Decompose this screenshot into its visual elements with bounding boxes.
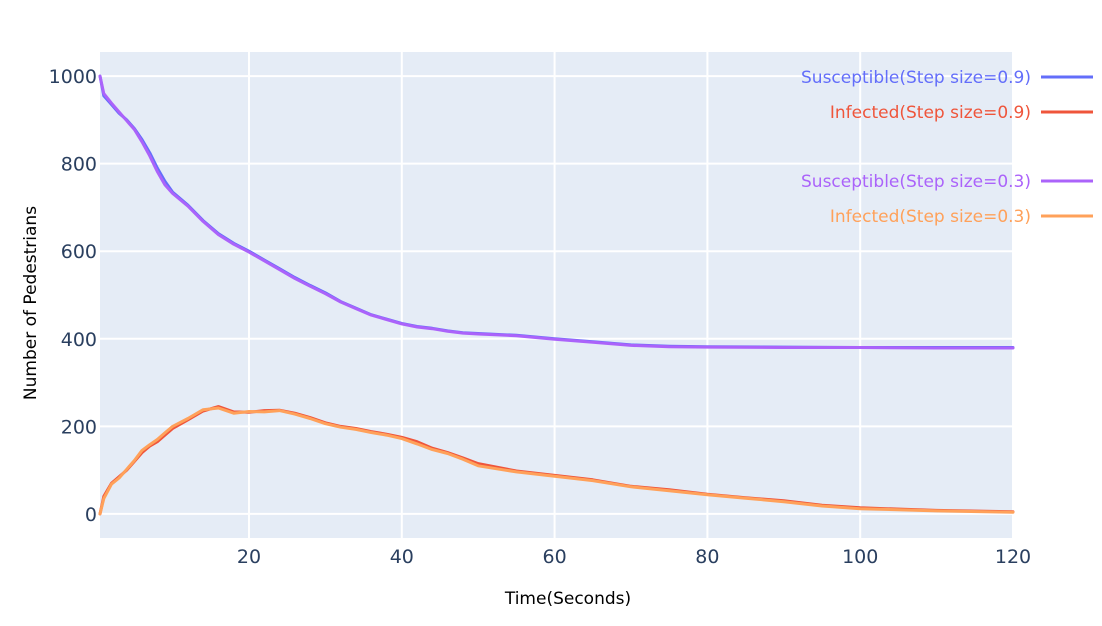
series-line-3 bbox=[98, 74, 1015, 350]
legend-item-4[interactable]: Infected(Step size=0.3) bbox=[830, 207, 1093, 227]
legend[interactable]: Susceptible(Step size=0.9) Infected(Step … bbox=[801, 68, 1093, 227]
y-tick-label: 600 bbox=[61, 241, 97, 263]
y-tick-label: 0 bbox=[85, 504, 97, 526]
legend-item-1[interactable]: Susceptible(Step size=0.9) bbox=[801, 68, 1093, 88]
legend-label: Susceptible(Step size=0.3) bbox=[801, 172, 1031, 192]
grid bbox=[100, 52, 1014, 538]
x-axis-ticks: 20 40 60 80 100 120 bbox=[237, 546, 1031, 568]
y-tick-label: 200 bbox=[61, 416, 97, 438]
legend-label: Infected(Step size=0.9) bbox=[830, 103, 1031, 123]
x-tick-label: 100 bbox=[842, 546, 878, 568]
x-tick-label: 60 bbox=[542, 546, 566, 568]
x-axis-title: Time(Seconds) bbox=[504, 589, 631, 609]
y-tick-label: 1000 bbox=[49, 66, 97, 88]
y-tick-label: 800 bbox=[61, 154, 97, 176]
y-axis-ticks: 0 200 400 600 800 1000 bbox=[49, 66, 97, 526]
legend-item-2[interactable]: Infected(Step size=0.9) bbox=[830, 103, 1093, 123]
y-tick-label: 400 bbox=[61, 329, 97, 351]
y-axis-title: Number of Pedestrians bbox=[21, 206, 41, 400]
x-tick-label: 120 bbox=[995, 546, 1031, 568]
legend-label: Infected(Step size=0.3) bbox=[830, 207, 1031, 227]
series-lines bbox=[98, 74, 1015, 516]
plot-background bbox=[100, 52, 1013, 538]
legend-item-3[interactable]: Susceptible(Step size=0.3) bbox=[801, 172, 1093, 192]
x-tick-label: 40 bbox=[390, 546, 414, 568]
x-tick-label: 80 bbox=[695, 546, 719, 568]
x-tick-label: 20 bbox=[237, 546, 261, 568]
legend-label: Susceptible(Step size=0.9) bbox=[801, 68, 1031, 88]
series-line-4 bbox=[98, 406, 1015, 516]
